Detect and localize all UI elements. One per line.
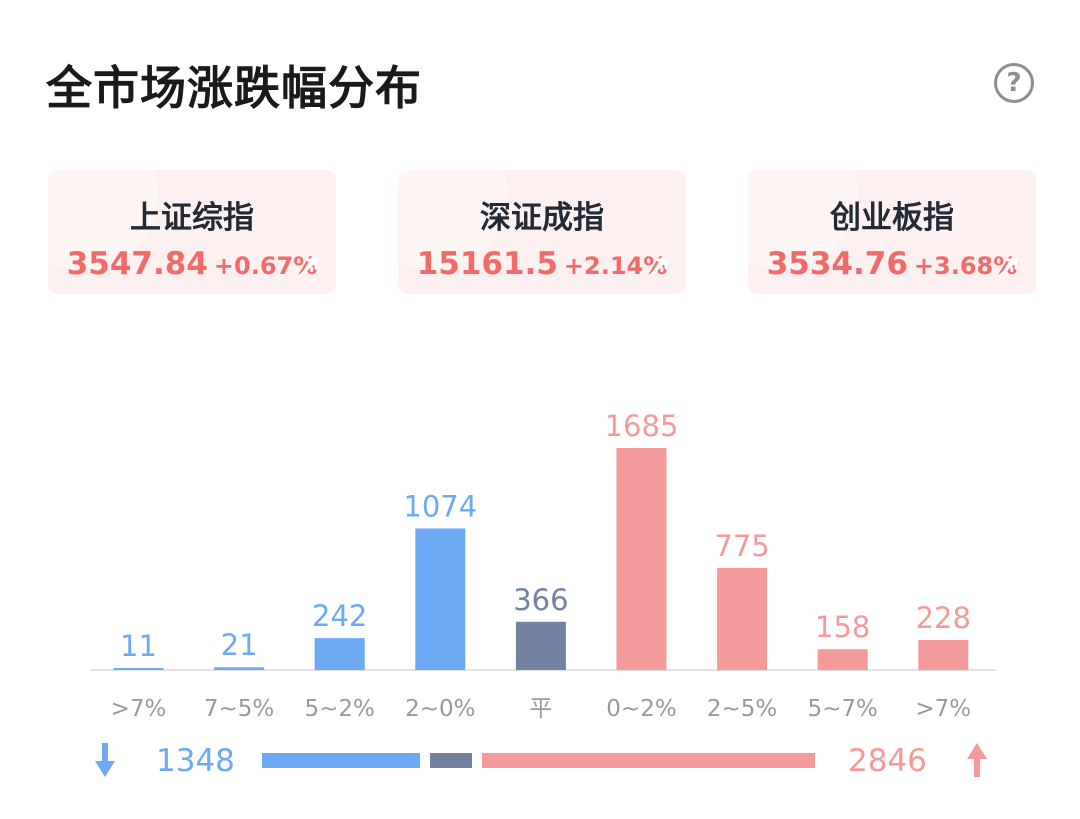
index-value: 3534.76 — [766, 246, 908, 282]
distribution-bar-chart: 11 >7% 21 7~5% 242 5~2% 1074 2~0% 366 平 1685 0~2% 77… — [90, 409, 996, 722]
index-value: 3547.84 — [66, 246, 208, 282]
index-name: 深证成指 — [480, 200, 604, 236]
bar-value-label: 1685 — [605, 409, 679, 443]
question-circle-icon[interactable]: ? — [994, 63, 1034, 103]
index-card-shenzhen[interactable]: 深证成指 15161.5 +2.14% — [398, 170, 686, 294]
category-label: 5~2% — [304, 696, 374, 722]
bar-4 — [515, 621, 566, 670]
bar-5 — [616, 448, 667, 670]
bar-value-label: 242 — [312, 599, 367, 633]
page-title: 全市场涨跌幅分布 — [46, 61, 422, 115]
index-name: 创业板指 — [830, 200, 954, 236]
up-count: 2846 — [848, 743, 927, 779]
category-label: >7% — [915, 696, 971, 722]
bar-value-label: 11 — [120, 629, 157, 663]
category-label: 平 — [529, 696, 552, 722]
category-label: 7~5% — [204, 696, 274, 722]
bar-value-label: 228 — [916, 601, 971, 635]
bar-2 — [314, 638, 365, 670]
trend-up-icon — [298, 258, 318, 278]
bar-value-label: 1074 — [403, 489, 477, 523]
arrow-up-icon — [967, 743, 987, 777]
bar-0 — [113, 668, 164, 670]
up-ratio-bar — [482, 753, 815, 768]
category-label: 5~7% — [807, 696, 877, 722]
arrow-down-icon — [95, 743, 115, 777]
trend-up-icon — [648, 258, 668, 278]
category-label: 2~0% — [405, 696, 475, 722]
bar-value-label: 158 — [815, 610, 870, 644]
down-count: 1348 — [156, 743, 235, 779]
bar-value-label: 366 — [513, 583, 568, 617]
bar-6 — [717, 567, 768, 670]
index-value: 15161.5 — [416, 246, 558, 282]
bar-value-label: 775 — [714, 529, 769, 563]
category-label: 2~5% — [707, 696, 777, 722]
index-name: 上证综指 — [130, 200, 254, 236]
down-ratio-bar — [262, 753, 420, 768]
bar-3 — [415, 528, 466, 670]
up-down-summary: 1348 2846 — [0, 735, 1080, 785]
index-card-shanghai[interactable]: 上证综指 3547.84 +0.67% — [48, 170, 336, 294]
category-label: >7% — [111, 696, 167, 722]
trend-up-icon — [998, 258, 1018, 278]
flat-ratio-bar — [429, 753, 473, 768]
index-card-chinext[interactable]: 创业板指 3534.76 +3.68% — [748, 170, 1036, 294]
category-label: 0~2% — [606, 696, 676, 722]
bar-1 — [214, 667, 265, 670]
bar-value-label: 21 — [221, 628, 258, 662]
bar-7 — [817, 649, 868, 670]
bar-8 — [918, 639, 969, 670]
